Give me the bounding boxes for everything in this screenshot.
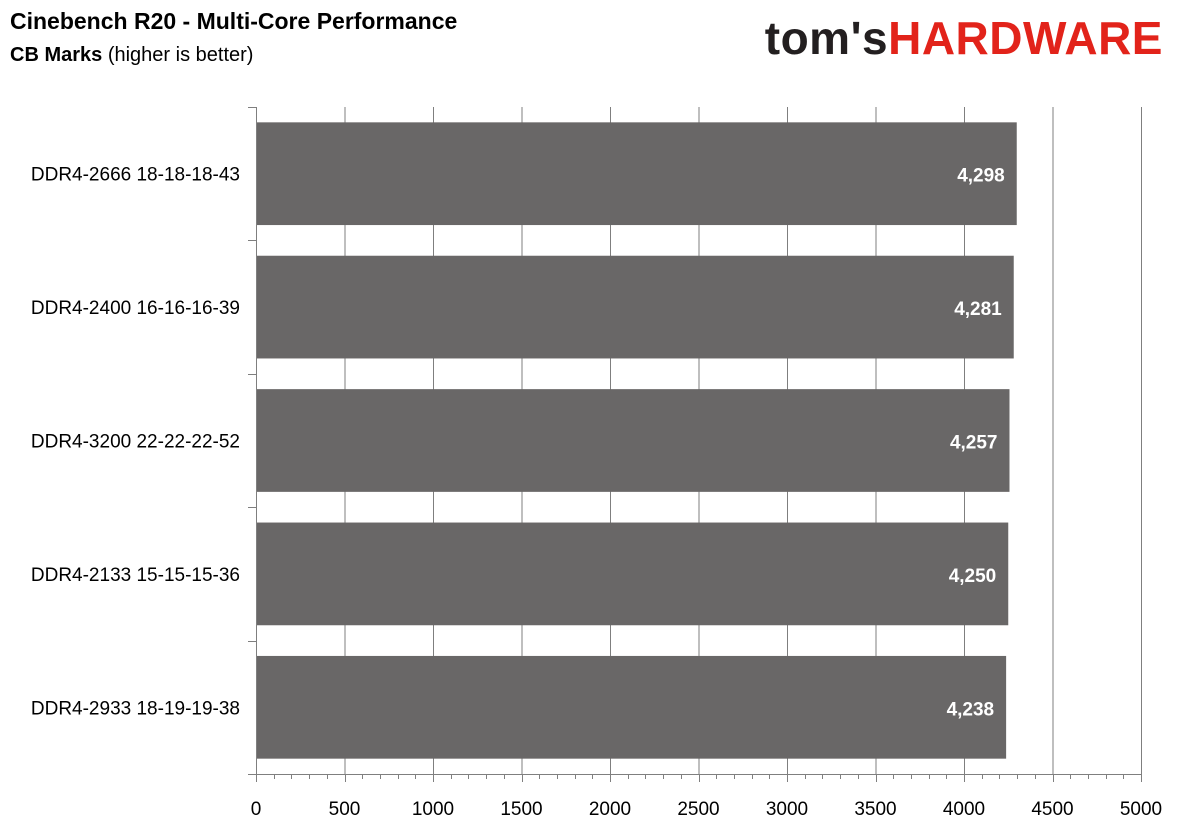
x-tick-label: 4500 [1031,799,1073,820]
category-label: DDR4-2133 15-15-15-36 [31,565,240,586]
category-label: DDR4-2666 18-18-18-43 [31,165,240,186]
x-tick-label: 2500 [677,799,719,820]
x-tick-label: 5000 [1120,799,1162,820]
bar [257,122,1017,226]
bar-value-label: 4,257 [950,433,998,454]
subtitle-bold: CB Marks [10,44,103,66]
category-label: DDR4-2933 18-19-19-38 [31,698,240,719]
logo-part-1: tom's [764,12,889,64]
bar-value-label: 4,281 [954,299,1002,320]
bar [257,522,1009,626]
x-tick-label: 3000 [766,799,808,820]
x-tick-label: 1000 [412,799,454,820]
bar [257,255,1014,359]
x-tick-label: 500 [329,799,361,820]
toms-hardware-logo: tom'sHARDWARE [765,10,1163,66]
category-label: DDR4-2400 16-16-16-39 [31,298,240,319]
x-tick-label: 2000 [589,799,631,820]
bar-value-label: 4,238 [947,699,995,720]
x-tick-label: 4000 [943,799,985,820]
bar-value-label: 4,250 [949,566,997,587]
subtitle-rest: (higher is better) [102,44,254,66]
bar [257,389,1010,492]
logo-part-2: HARDWARE [888,12,1163,64]
chart-title: Cinebench R20 - Multi-Core Performance [10,8,458,34]
x-tick-label: 3500 [854,799,896,820]
category-label: DDR4-3200 22-22-22-52 [31,432,240,453]
bar-value-label: 4,298 [957,166,1005,187]
chart-subtitle: CB Marks (higher is better) [10,44,253,67]
bar [257,655,1007,759]
x-tick-label: 0 [251,799,262,820]
x-tick-label: 1500 [500,799,542,820]
